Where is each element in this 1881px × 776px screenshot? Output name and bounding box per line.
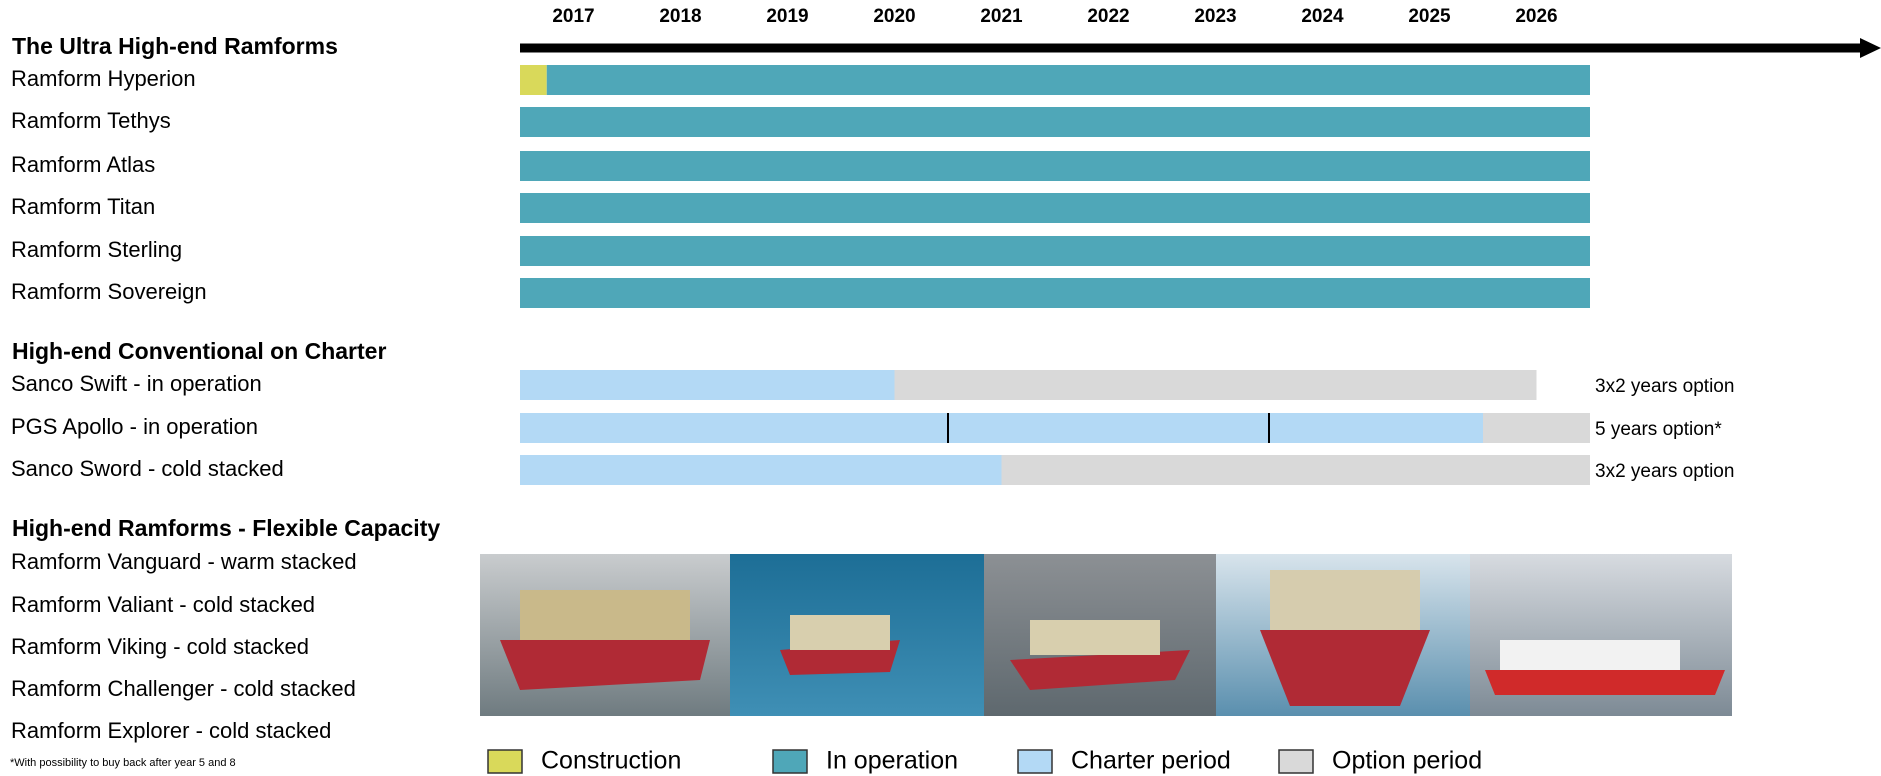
footnote: *With possibility to buy back after year…	[10, 757, 236, 769]
photo-deck	[790, 615, 890, 650]
row-label: Ramform Hyperion	[11, 66, 196, 91]
legend-label: Option period	[1332, 747, 1482, 775]
row-label: Ramform Viking - cold stacked	[11, 634, 309, 659]
gantt-bar	[520, 278, 1590, 308]
gantt-bar	[520, 151, 1590, 181]
photo-hull	[500, 640, 710, 690]
year-label: 2017	[552, 6, 594, 27]
gantt-bar	[520, 193, 1590, 223]
photo-hull	[1260, 630, 1430, 706]
row-label: Ramform Vanguard - warm stacked	[11, 549, 357, 574]
gantt-bar	[520, 236, 1590, 266]
row-label: Ramform Tethys	[11, 108, 171, 133]
photo-deck	[1030, 620, 1160, 655]
year-label: 2021	[980, 6, 1023, 27]
legend-swatch	[1017, 749, 1053, 774]
gantt-bar	[520, 455, 1002, 485]
row-label: Ramform Valiant - cold stacked	[11, 592, 315, 617]
timeline-arrow	[1860, 38, 1881, 58]
legend-swatch	[487, 749, 523, 774]
year-label: 2023	[1194, 6, 1236, 27]
gantt-bar	[520, 413, 1483, 443]
gantt-bar	[546, 65, 1590, 95]
group-title: High-end Conventional on Charter	[12, 338, 386, 364]
year-label: 2026	[1515, 6, 1557, 27]
row-note: 3x2 years option	[1595, 461, 1734, 482]
group-title: The Ultra High-end Ramforms	[12, 33, 338, 59]
gantt-bar	[520, 65, 547, 95]
ship-photos	[480, 554, 1732, 716]
photo-deck	[1270, 570, 1420, 630]
legend-label: Construction	[541, 747, 681, 775]
year-label: 2018	[659, 6, 701, 27]
row-note: 5 years option*	[1595, 419, 1722, 440]
year-label: 2019	[766, 6, 808, 27]
row-note: 3x2 years option	[1595, 376, 1734, 397]
legend-label: In operation	[826, 747, 958, 775]
row-label: Sanco Sword - cold stacked	[11, 456, 284, 481]
row-label: Ramform Challenger - cold stacked	[11, 676, 356, 701]
gantt-bar	[1483, 413, 1590, 443]
legend-swatch	[772, 749, 808, 774]
year-label: 2025	[1408, 6, 1451, 27]
photo-hull	[1010, 650, 1190, 690]
legend-label: Charter period	[1071, 747, 1231, 775]
photo-hull	[1485, 670, 1725, 695]
row-label: Ramform Sovereign	[11, 279, 207, 304]
row-label: Sanco Swift - in operation	[11, 371, 262, 396]
gantt-bar	[894, 370, 1537, 400]
gantt-bar	[520, 370, 895, 400]
row-label: Ramform Titan	[11, 194, 155, 219]
row-label: Ramform Explorer - cold stacked	[11, 718, 331, 743]
row-label: PGS Apollo - in operation	[11, 414, 258, 439]
legend-swatch	[1278, 749, 1314, 774]
photo-deck	[520, 590, 690, 640]
group-title: High-end Ramforms - Flexible Capacity	[12, 515, 440, 541]
row-label: Ramform Atlas	[11, 152, 155, 177]
year-label: 2022	[1087, 6, 1129, 27]
photo-deck	[1500, 640, 1680, 670]
row-label: Ramform Sterling	[11, 237, 182, 262]
year-label: 2024	[1301, 6, 1344, 27]
gantt-bar	[520, 107, 1590, 137]
gantt-bar	[1001, 455, 1590, 485]
year-label: 2020	[873, 6, 915, 27]
